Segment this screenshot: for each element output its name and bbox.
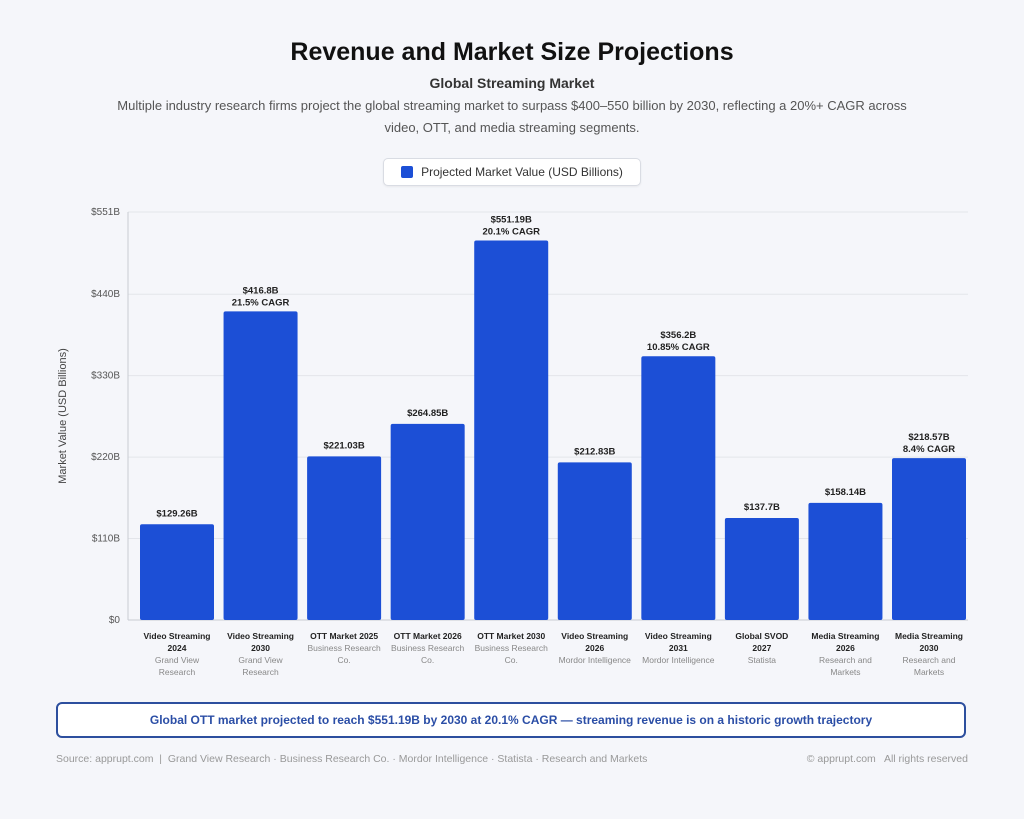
category-source: Business Research: [474, 643, 548, 653]
x-tick-label: Global SVOD 2027 Statista: [720, 630, 804, 666]
category-source: Research and: [818, 655, 872, 665]
x-tick-label: Video Streaming 2030 Grand View Research: [219, 630, 303, 678]
category-source: Grand View: [238, 655, 283, 665]
callout-text: Global OTT market projected to reach $55…: [149, 713, 873, 727]
category-year: 2030: [251, 643, 270, 653]
category-source: Research: [242, 667, 279, 677]
category-source: Research and: [902, 655, 956, 665]
legend-label: Projected Market Value (USD Billions): [421, 165, 623, 179]
y-tick-label: $110B: [92, 534, 121, 545]
page-subtitle: Global Streaming Market: [429, 75, 595, 91]
category-name: Video Streaming: [227, 631, 294, 641]
bar: [390, 423, 465, 620]
category-year: 2027: [752, 643, 772, 653]
category-source: Markets: [913, 667, 945, 677]
y-tick-label: $551B: [91, 207, 120, 218]
bar: [140, 524, 214, 620]
category-name: OTT Market 2025: [310, 631, 379, 641]
bar-cagr-label: 8.4% CAGR: [903, 444, 955, 455]
y-tick-label: $440B: [91, 289, 120, 300]
y-tick-label: $0: [109, 615, 121, 626]
category-source: Business Research: [307, 643, 381, 653]
bar-value-label: $221.03B: [324, 440, 365, 451]
bar-chart: $0 $110B $220B $330B $440B $551B Market Value …: [57, 207, 968, 626]
category-source: Markets: [830, 667, 861, 677]
bar-value-label: $218.57B: [908, 432, 949, 443]
bar: [808, 502, 883, 620]
bar: [892, 458, 966, 620]
x-tick-label: Video Streaming 2031 Mordor Intelligence: [636, 630, 720, 666]
y-tick-label: $330B: [91, 371, 120, 382]
category-source: Grand View: [154, 655, 200, 665]
x-tick-label: OTT Market 2026 Business Research Co.: [386, 630, 470, 666]
bar-value-label: $264.85B: [407, 408, 448, 419]
category-source: Research: [158, 667, 196, 677]
category-year: 2024: [167, 643, 187, 653]
bar-value-label: $212.83B: [574, 446, 615, 457]
x-tick-label: Video Streaming 2026 Mordor Intelligence: [553, 630, 637, 666]
category-name: OTT Market 2026: [393, 631, 462, 641]
category-source: Co.: [337, 655, 351, 665]
category-name: Media Streaming: [894, 631, 964, 641]
bar: [474, 240, 549, 620]
y-tick-label: $220B: [91, 452, 120, 463]
category-year: 2026: [835, 643, 855, 653]
bar: [557, 462, 632, 620]
bar: [307, 456, 382, 620]
chart-legend: Projected Market Value (USD Billions): [383, 158, 641, 186]
category-name: Video Streaming: [143, 631, 211, 641]
category-source: Co.: [504, 655, 518, 665]
bar-value-label: $137.7B: [744, 502, 780, 513]
bar: [223, 311, 298, 620]
category-name: Video Streaming: [561, 631, 629, 641]
bar: [724, 518, 799, 620]
category-name: OTT Market 2030: [477, 631, 546, 641]
footer-source: Source: apprupt.com | Grand View Researc…: [56, 753, 648, 765]
page-description: Multiple industry research firms project…: [117, 98, 907, 135]
bar-cagr-label: 21.5% CAGR: [232, 297, 290, 308]
category-name: Global SVOD: [735, 631, 789, 641]
y-axis-title: Market Value (USD Billions): [57, 348, 69, 484]
category-source: Co.: [421, 655, 435, 665]
category-year: 2030: [919, 643, 939, 653]
category-source: Mordor Intelligence: [642, 655, 715, 665]
legend-swatch: [401, 166, 414, 178]
bar-value-label: $551.19B: [491, 215, 532, 226]
x-tick-label: Media Streaming 2026 Research and Markets: [803, 630, 887, 678]
bar-value-label: $416.8B: [243, 285, 279, 296]
x-tick-label: OTT Market 2025 Business Research Co.: [302, 630, 386, 666]
bar-value-label: $356.2B: [660, 330, 696, 341]
category-name: Media Streaming: [811, 631, 880, 641]
category-source: Mordor Intelligence: [558, 655, 631, 665]
category-source: Business Research: [391, 643, 465, 653]
bar-cagr-label: 10.85% CAGR: [647, 342, 710, 353]
x-tick-label: OTT Market 2030 Business Research Co.: [469, 630, 553, 666]
callout-banner: Global OTT market projected to reach $55…: [56, 702, 966, 738]
x-tick-label: Media Streaming 2030 Research and Markets: [887, 630, 971, 678]
category-name: Video Streaming: [644, 631, 712, 641]
bar-value-label: $129.26B: [156, 508, 197, 519]
bar-cagr-label: 20.1% CAGR: [482, 227, 540, 238]
category-year: 2031: [668, 643, 688, 653]
bar-value-label: $158.14B: [825, 487, 866, 498]
category-source: Statista: [747, 655, 777, 665]
x-tick-label: Video Streaming 2024 Grand View Research: [135, 630, 219, 678]
category-year: 2026: [585, 643, 605, 653]
bar: [641, 356, 716, 620]
page-title: Revenue and Market Size Projections: [290, 38, 734, 66]
footer-copyright: © apprupt.com All rights reserved: [806, 753, 968, 765]
